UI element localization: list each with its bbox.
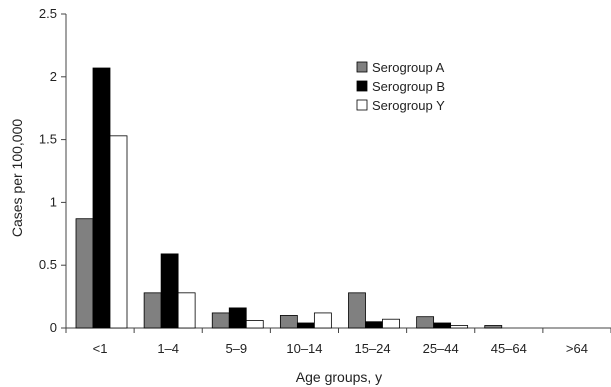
y-tick-label: 2.5 [39, 6, 57, 21]
y-tick-label: 1 [50, 194, 57, 209]
y-tick-label: 0 [50, 320, 57, 335]
bar-serogroup-y-3 [313, 312, 332, 329]
x-axis: <1 1–4 5–9 10–14 15–24 25–44 45–64 >64 [65, 327, 611, 356]
x-tick-label: 15–24 [354, 341, 390, 356]
y-tick-label: 0.5 [39, 257, 57, 272]
legend-swatch [356, 80, 368, 92]
bar-serogroup-a-5 [416, 316, 435, 329]
bar-serogroup-y-1 [177, 292, 196, 329]
legend: Serogroup A Serogroup B Serogroup Y [356, 60, 445, 113]
x-tick-label: 45–64 [491, 341, 527, 356]
legend-swatch [356, 61, 368, 73]
x-tick-label: 5–9 [225, 341, 247, 356]
legend-swatch [356, 99, 368, 111]
y-tick-label: 2 [50, 69, 57, 84]
x-tick-label: <1 [93, 341, 108, 356]
legend-label: Serogroup A [372, 60, 445, 75]
bar-serogroup-b-3 [296, 322, 315, 329]
bar-serogroup-b-2 [228, 307, 247, 329]
x-tick-label: 1–4 [157, 341, 179, 356]
y-tick-label: 1.5 [39, 132, 57, 147]
bar-serogroup-b-5 [433, 322, 452, 329]
bar-serogroup-a-3 [279, 315, 298, 329]
x-tick-label: >64 [566, 341, 588, 356]
bar-serogroup-a-2 [211, 312, 230, 329]
bar-serogroup-y-0 [109, 135, 128, 329]
x-axis-title: Age groups, y [296, 369, 382, 385]
bar-serogroup-y-4 [382, 318, 400, 329]
bar-serogroup-y-2 [245, 320, 264, 329]
bar-serogroup-a-0 [75, 218, 94, 329]
x-tick-label: 10–14 [286, 341, 322, 356]
legend-label: Serogroup Y [372, 98, 445, 113]
y-axis: 0 0.5 1 1.5 2 2.5 [39, 6, 67, 335]
y-axis-title: Cases per 100,000 [9, 119, 25, 238]
bar-serogroup-a-4 [348, 292, 366, 329]
bars [75, 67, 503, 329]
bar-serogroup-b-4 [365, 321, 383, 329]
bar-serogroup-b-1 [160, 253, 179, 329]
x-tick-label: 25–44 [423, 341, 459, 356]
bar-serogroup-y-5 [450, 325, 469, 329]
bar-serogroup-b-0 [92, 67, 111, 329]
legend-label: Serogroup B [372, 79, 445, 94]
bar-serogroup-a-6 [484, 325, 503, 329]
bar-serogroup-a-1 [143, 292, 162, 329]
